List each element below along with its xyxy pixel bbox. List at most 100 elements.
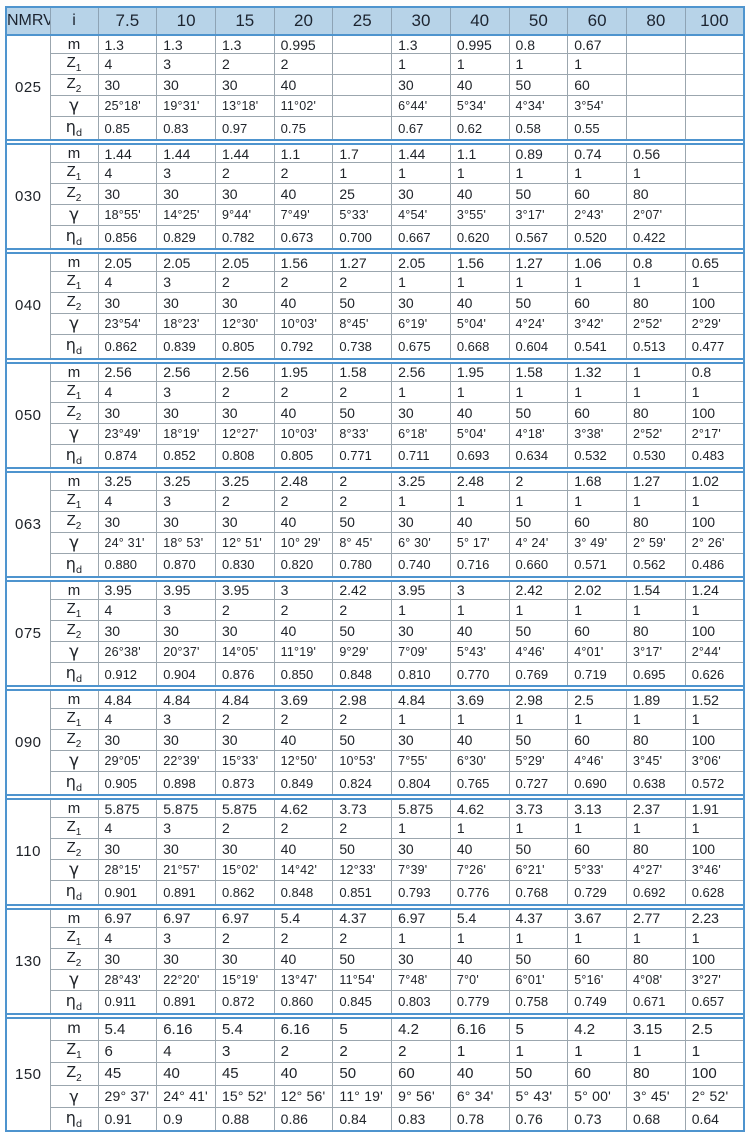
cell-150-gamma-i40: 6° 34' (449, 1084, 510, 1109)
model-number-050: 050 (6, 362, 51, 469)
cell-050-m-i7.5: 2.56 (97, 362, 158, 382)
cell-040-m-i80: 0.8 (625, 252, 686, 273)
cell-030-eta-i10: 0.829 (156, 225, 216, 250)
cell-075-z2-i30: 30 (391, 619, 451, 642)
cell-025-eta-i100 (684, 116, 745, 141)
cell-050-z1-i7.5: 4 (97, 380, 158, 403)
cell-075-z1-i15: 2 (214, 598, 275, 621)
cell-130-z1-i20: 2 (273, 926, 334, 949)
cell-063-gamma-i40: 5° 17' (449, 531, 510, 554)
cell-025-m-i30: 1.3 (391, 34, 451, 54)
cell-150-eta-i15: 0.88 (214, 1107, 275, 1132)
cell-050-m-i40: 1.95 (449, 362, 510, 382)
cell-130-z1-i40: 1 (449, 926, 510, 949)
cell-075-m-i50: 2.42 (508, 580, 569, 600)
cell-075-gamma-i10: 20°37' (156, 640, 216, 663)
cell-150-m-i80: 3.15 (625, 1017, 686, 1041)
row-label-z1: Z1 (49, 708, 99, 731)
cell-040-gamma-i7.5: 23°54' (97, 313, 158, 336)
cell-110-m-i40: 4.62 (449, 798, 510, 819)
cell-090-z2-i100: 100 (684, 729, 745, 752)
row-label-z2: Z2 (49, 947, 99, 970)
cell-025-gamma-i10: 19°31' (156, 95, 216, 117)
cell-130-eta-i20: 0.860 (273, 989, 334, 1015)
cell-090-m-i15: 4.84 (214, 689, 275, 710)
row-label-z1: Z1 (49, 1039, 99, 1064)
cell-130-m-i7.5: 6.97 (97, 908, 158, 928)
cell-050-gamma-i80: 2°52' (625, 422, 686, 445)
cell-025-z2-i10: 30 (156, 74, 216, 96)
cell-040-eta-i80: 0.513 (625, 334, 686, 360)
cell-075-gamma-i100: 2°44' (684, 640, 745, 663)
cell-130-z2-i7.5: 30 (97, 947, 158, 970)
cell-063-gamma-i10: 18° 53' (156, 531, 216, 554)
cell-063-eta-i20: 0.820 (273, 552, 334, 578)
cell-025-m-i25 (332, 34, 393, 54)
cell-040-z2-i60: 60 (567, 292, 627, 315)
cell-030-gamma-i30: 4°54' (391, 204, 451, 227)
cell-075-z2-i40: 40 (449, 619, 510, 642)
cell-040-z1-i80: 1 (625, 271, 686, 294)
cell-030-m-i30: 1.44 (391, 143, 451, 164)
cell-040-z2-i100: 100 (684, 292, 745, 315)
cell-150-gamma-i30: 9° 56' (391, 1084, 451, 1109)
group-separator-line (6, 139, 744, 146)
spec-row-090-z1: Z1 4 3 2 2 2 1 1 1 1 1 1 (6, 708, 745, 731)
cell-063-z2-i100: 100 (684, 510, 745, 533)
cell-063-gamma-i50: 4° 24' (508, 531, 569, 554)
cell-130-gamma-i10: 22°20' (156, 968, 216, 991)
row-label-eta: ηd (49, 552, 99, 578)
cell-050-z1-i10: 3 (156, 380, 216, 403)
cell-040-z1-i15: 2 (214, 271, 275, 294)
cell-090-z2-i25: 50 (332, 729, 393, 752)
cell-025-m-i20: 0.995 (273, 34, 334, 54)
cell-025-z1-i100 (684, 53, 745, 75)
cell-040-m-i40: 1.56 (449, 252, 510, 273)
row-label-gamma: γ (49, 422, 99, 445)
cell-130-gamma-i20: 13°47' (273, 968, 334, 991)
cell-075-m-i60: 2.02 (567, 580, 627, 600)
group-separator-line (6, 466, 744, 473)
cell-025-z2-i25 (332, 74, 393, 96)
row-label-z1: Z1 (49, 598, 99, 621)
cell-025-z1-i7.5: 4 (97, 53, 158, 75)
group-separator-line (6, 903, 744, 910)
cell-030-z1-i60: 1 (567, 162, 627, 185)
cell-110-eta-i30: 0.793 (391, 880, 451, 905)
cell-063-gamma-i100: 2° 26' (684, 531, 745, 554)
cell-025-gamma-i60: 3°54' (567, 95, 627, 117)
cell-110-z1-i10: 3 (156, 817, 216, 840)
cell-075-gamma-i15: 14°05' (214, 640, 275, 663)
cell-050-eta-i20: 0.805 (273, 443, 334, 469)
cell-075-z1-i50: 1 (508, 598, 569, 621)
spec-row-110-z2: Z2 30 30 30 40 50 30 40 50 60 80 100 (6, 838, 745, 861)
cell-150-gamma-i25: 11° 19' (332, 1084, 393, 1109)
cell-090-z1-i80: 1 (625, 708, 686, 731)
cell-050-z2-i25: 50 (332, 401, 393, 424)
cell-063-z1-i20: 2 (273, 489, 334, 512)
header-ratio-7.5: 7.5 (97, 7, 158, 36)
cell-040-eta-i30: 0.675 (391, 334, 451, 360)
cell-040-z1-i25: 2 (332, 271, 393, 294)
group-separator-line (6, 575, 744, 582)
spec-row-030-z2: Z2 30 30 30 40 25 30 40 50 60 80 (6, 183, 745, 206)
cell-063-z2-i25: 50 (332, 510, 393, 533)
cell-075-z2-i10: 30 (156, 619, 216, 642)
cell-130-gamma-i50: 6°01' (508, 968, 569, 991)
cell-090-eta-i30: 0.804 (391, 771, 451, 796)
row-label-eta: ηd (49, 225, 99, 250)
cell-130-m-i40: 5.4 (449, 908, 510, 928)
cell-025-m-i80 (625, 34, 686, 54)
cell-090-z2-i30: 30 (391, 729, 451, 752)
cell-063-z2-i15: 30 (214, 510, 275, 533)
cell-063-eta-i15: 0.830 (214, 552, 275, 578)
row-label-m: m (49, 252, 99, 273)
cell-040-z2-i30: 30 (391, 292, 451, 315)
group-separator (6, 466, 744, 473)
row-label-z2: Z2 (49, 401, 99, 424)
spec-row-110-gamma: γ 28°15' 21°57' 15°02' 14°42' 12°33' 7°39' 7°26… (6, 859, 745, 882)
cell-150-z1-i30: 2 (391, 1039, 451, 1064)
cell-075-m-i30: 3.95 (391, 580, 451, 600)
cell-030-eta-i7.5: 0.856 (97, 225, 158, 250)
cell-150-z2-i7.5: 45 (97, 1062, 158, 1086)
